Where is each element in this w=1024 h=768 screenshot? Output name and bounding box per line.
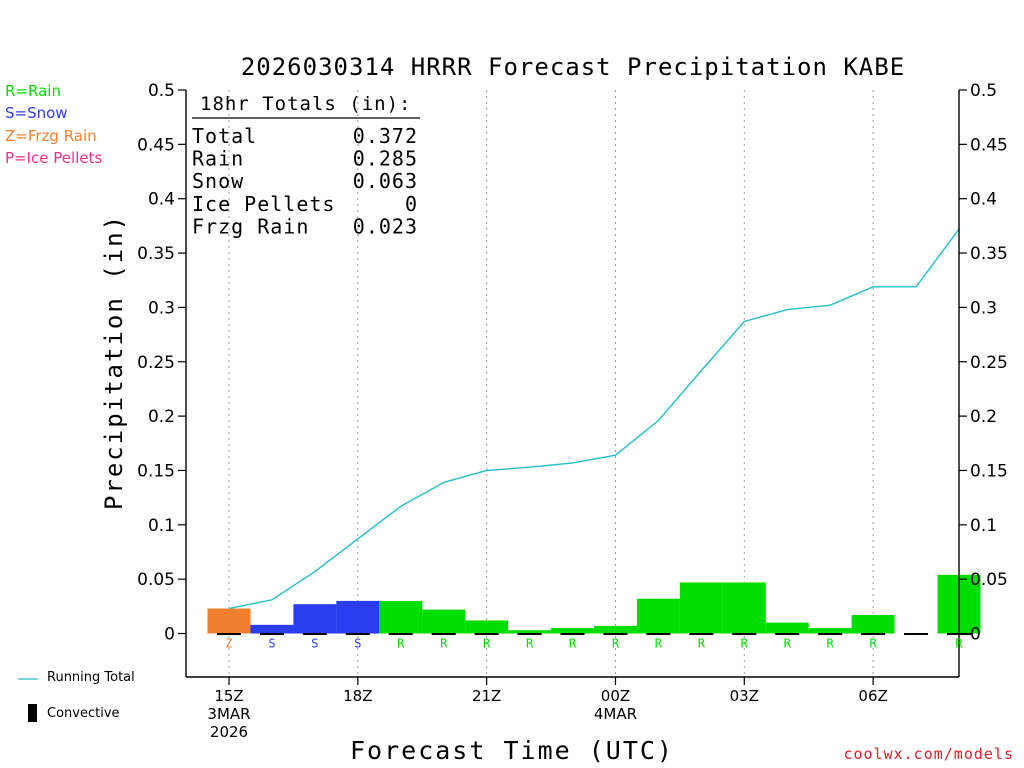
precip-bar bbox=[207, 608, 251, 634]
source-credit: coolwx.com/models bbox=[843, 745, 1014, 763]
x-tick-label: 03Z bbox=[730, 687, 759, 705]
series-legend bbox=[18, 678, 38, 722]
y-tick-label-right: 0.5 bbox=[970, 81, 997, 101]
precip-bar bbox=[765, 622, 809, 634]
totals-box: 18hr Totals (in): Total 0.372 Rain 0.285 Sno… bbox=[192, 93, 420, 238]
y-tick-label-right: 0.2 bbox=[970, 407, 997, 427]
running-total-line bbox=[228, 228, 960, 610]
totals-row-value: 0 bbox=[405, 192, 418, 216]
y-tick-label-right: 0.1 bbox=[970, 516, 997, 536]
y-tick-label-left: 0.15 bbox=[137, 461, 175, 481]
y-tick-label-left: 0.3 bbox=[148, 298, 175, 318]
x-tick-label: 06Z bbox=[858, 687, 887, 705]
y-tick-label-right: 0.3 bbox=[970, 298, 997, 318]
x-tick-label: 2026 bbox=[210, 723, 248, 741]
y-tick-label-left: 0.35 bbox=[137, 244, 175, 264]
precip-bar bbox=[851, 615, 895, 634]
convective-legend-swatch bbox=[28, 704, 37, 722]
totals-heading: 18hr Totals (in): bbox=[200, 93, 411, 115]
totals-row-value: 0.063 bbox=[353, 169, 418, 193]
precip-bar bbox=[508, 630, 552, 634]
y-tick-label-right: 0.4 bbox=[970, 190, 997, 210]
precip-bar bbox=[551, 628, 595, 634]
totals-row-value: 0.372 bbox=[353, 124, 418, 148]
legend-snow: S=Snow bbox=[5, 104, 68, 122]
ptype-letter: R bbox=[483, 637, 491, 651]
ptype-letter: R bbox=[870, 637, 878, 651]
ptype-letter: R bbox=[741, 637, 749, 651]
legend-ice-pellets: P=Ice Pellets bbox=[5, 149, 103, 167]
ptype-letter: S bbox=[268, 637, 275, 651]
axes bbox=[178, 89, 967, 685]
legend-freezing-rain: Z=Frzg Rain bbox=[5, 127, 97, 145]
running-total-legend-label: Running Total bbox=[47, 670, 135, 685]
precip-bar bbox=[250, 624, 294, 634]
precip-bar bbox=[679, 582, 723, 634]
ptype-letter: R bbox=[526, 637, 534, 651]
precip-bar bbox=[422, 609, 466, 634]
totals-row-label: Snow bbox=[192, 169, 244, 193]
ptype-letter: S bbox=[311, 637, 318, 651]
totals-row-label: Total bbox=[192, 124, 257, 148]
totals-row-value: 0.023 bbox=[353, 214, 418, 238]
y-tick-label-left: 0.05 bbox=[137, 570, 175, 590]
y-axis-label: Precipitation (in) bbox=[100, 214, 128, 510]
y-tick-label-left: 0.5 bbox=[148, 81, 175, 101]
ptype-letter: R bbox=[440, 637, 448, 651]
x-tick-label: 3MAR bbox=[207, 705, 250, 723]
ptype-letter: R bbox=[784, 637, 792, 651]
ptype-letter: R bbox=[655, 637, 663, 651]
ptype-letter: S bbox=[354, 637, 361, 651]
running-total-series bbox=[228, 228, 960, 610]
ptype-letter: R bbox=[612, 637, 620, 651]
precip-bar bbox=[293, 604, 337, 634]
ptype-letter: R bbox=[569, 637, 577, 651]
y-tick-label-left: 0.1 bbox=[148, 516, 175, 536]
vertical-gridlines bbox=[228, 90, 874, 677]
y-tick-label-left: 0.2 bbox=[148, 407, 175, 427]
y-tick-label-right: 0.25 bbox=[970, 353, 1008, 373]
bar-series bbox=[207, 574, 981, 634]
x-tick-label: 18Z bbox=[343, 687, 372, 705]
totals-row-label: Rain bbox=[192, 147, 244, 171]
precip-bar bbox=[336, 600, 380, 634]
y-tick-label-left: 0 bbox=[164, 625, 175, 645]
totals-row-label: Ice Pellets bbox=[192, 192, 335, 216]
precip-bar bbox=[636, 598, 680, 634]
precip-bar bbox=[465, 620, 509, 634]
precip-bar bbox=[722, 582, 766, 634]
y-tick-label-left: 0.45 bbox=[137, 135, 175, 155]
precip-bar bbox=[379, 600, 423, 634]
totals-row-label: Frzg Rain bbox=[192, 214, 309, 238]
convective-legend-label: Convective bbox=[47, 706, 120, 721]
x-tick-label: 21Z bbox=[472, 687, 501, 705]
legend-rain: R=Rain bbox=[5, 82, 61, 100]
y-tick-label-right: 0.15 bbox=[970, 461, 1008, 481]
ptype-letter: R bbox=[397, 637, 405, 651]
ptype-letter: R bbox=[827, 637, 835, 651]
x-tick-label: 15Z bbox=[214, 687, 243, 705]
tick-labels: Z S S S R R R R R R R R R R R R R0 00.05 0.050.1 0.10.15 0.1… bbox=[137, 81, 1008, 741]
precip-bar bbox=[808, 628, 852, 634]
x-tick-label: 00Z bbox=[601, 687, 630, 705]
y-tick-label-left: 0.4 bbox=[148, 190, 175, 210]
y-tick-label-right: 0.45 bbox=[970, 135, 1008, 155]
ptype-letter: R bbox=[698, 637, 706, 651]
y-tick-label-right: 0.05 bbox=[970, 570, 1008, 590]
y-tick-label-right: 0 bbox=[970, 625, 981, 645]
chart-title: 2026030314 HRRR Forecast Precipitation K… bbox=[241, 53, 905, 81]
x-tick-label: 4MAR bbox=[594, 705, 637, 723]
ptype-letter: R bbox=[955, 637, 963, 651]
x-axis-label: Forecast Time (UTC) bbox=[350, 736, 674, 765]
totals-row-value: 0.285 bbox=[353, 147, 418, 171]
precip-bar bbox=[593, 625, 637, 634]
ptype-letter: Z bbox=[225, 637, 232, 651]
y-tick-label-right: 0.35 bbox=[970, 244, 1008, 264]
y-tick-label-left: 0.25 bbox=[137, 353, 175, 373]
